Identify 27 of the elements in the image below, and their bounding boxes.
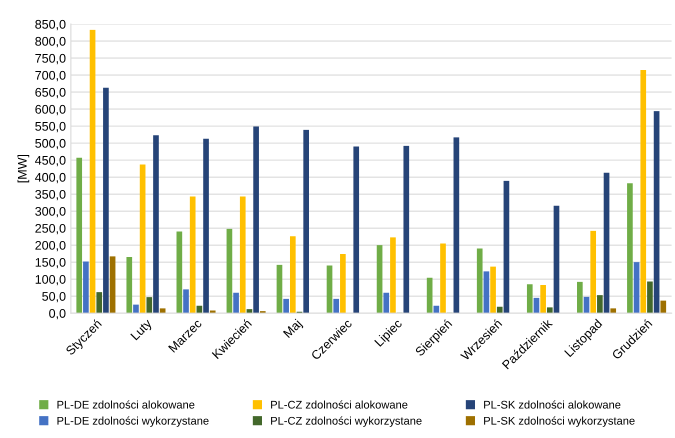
y-tick-label: 50,0 [42, 292, 66, 302]
y-tick-label: 0,0 [49, 308, 66, 320]
legend-label: PL-DE zdolności wykorzystane [57, 416, 209, 427]
y-tick-label: 150,0 [36, 258, 66, 268]
legend-label: PL-CZ zdolności alokowane [271, 400, 408, 409]
y-tick-label: 400,0 [35, 172, 66, 184]
y-tick-label: 600,0 [35, 104, 66, 116]
x-tick-label: Maj [282, 318, 304, 340]
x-tick-label: Luty [130, 318, 154, 342]
y-tick-label: 800,0 [35, 36, 66, 48]
y-tick-label: 700,0 [35, 70, 66, 82]
y-tick-label: 650,0 [35, 88, 66, 98]
y-tick-label: 200,0 [35, 240, 66, 252]
y-tick-label: 850,0 [35, 20, 66, 30]
y-tick-label: 100,0 [36, 274, 66, 286]
y-tick-label: 250,0 [35, 224, 66, 234]
legend-label: PL-CZ zdolności wykorzystane [271, 416, 422, 427]
y-axis-title: [MW] [18, 154, 30, 182]
legend-label: PL-SK zdolności alokowane [484, 400, 620, 409]
y-tick-label: 500,0 [35, 138, 66, 150]
legend-label: PL-SK zdolności wykorzystane [484, 416, 635, 427]
legend-label: PL-DE zdolności alokowane [57, 400, 194, 409]
y-tick-label: 550,0 [35, 122, 66, 132]
y-tick-label: 300,0 [35, 206, 66, 218]
y-tick-label: 350,0 [35, 190, 66, 200]
y-tick-label: 450,0 [35, 156, 66, 166]
y-tick-label: 750,0 [35, 54, 66, 64]
